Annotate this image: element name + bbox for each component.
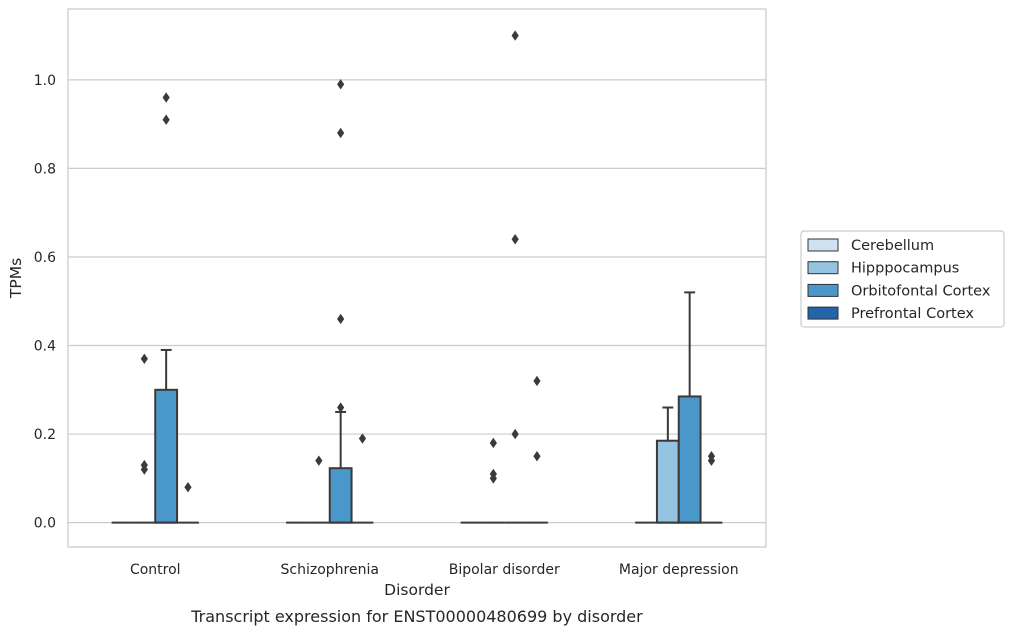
legend: Cerebellum Hipppocampus Orbitofontal Corte… (800, 230, 1005, 328)
box-hipppocampus (655, 406, 680, 524)
y-tick-label: 0.2 (34, 427, 56, 443)
outlier-point (162, 92, 170, 103)
y-axis-ticks: 0.0 0.2 0.4 0.6 0.8 1.0 (34, 73, 56, 532)
x-tick-label: Bipolar disorder (449, 562, 560, 578)
outliers (140, 30, 716, 493)
outlier-point (140, 459, 148, 471)
y-tick-label: 1.0 (34, 73, 56, 89)
outlier-point (140, 353, 148, 365)
chart-caption: Transcript expression for ENST0000048069… (190, 607, 643, 626)
outlier-point (511, 428, 519, 440)
x-tick-label: Schizophrenia (281, 562, 379, 578)
y-axis-label: TPMs (7, 258, 25, 299)
plot-frame (67, 8, 767, 548)
legend-swatch (807, 261, 839, 275)
outlier-point (315, 455, 323, 466)
outlier-point (489, 437, 497, 449)
x-axis-label: Disorder (384, 581, 450, 599)
outlier-point (511, 234, 519, 245)
outlier-point (533, 375, 541, 387)
outlier-point (184, 482, 192, 493)
legend-label: Orbitofontal Cortex (851, 283, 991, 299)
box-body (328, 467, 353, 524)
outlier-point (337, 79, 345, 90)
box-orbitofontal-cortex (154, 348, 179, 524)
legend-swatch (807, 238, 839, 252)
legend-label: Prefrontal Cortex (851, 306, 974, 322)
outlier-point (533, 451, 541, 462)
box-plots (111, 291, 723, 524)
box-orbitofontal-cortex (328, 410, 353, 524)
legend-swatch (807, 306, 839, 320)
y-tick-label: 0.4 (34, 339, 56, 355)
y-tick-label: 0.8 (34, 161, 56, 177)
box-body (154, 388, 179, 524)
outlier-point (337, 313, 345, 325)
outlier-point (337, 127, 345, 139)
legend-label: Hipppocampus (851, 261, 959, 277)
outlier-point (337, 402, 345, 413)
x-axis-ticks: Control Schizophrenia Bipolar disorder Majo… (130, 562, 739, 578)
legend-frame (800, 230, 1005, 328)
legend-label: Cerebellum (851, 238, 934, 254)
y-tick-label: 0.6 (34, 250, 56, 266)
outlier-point (489, 468, 497, 480)
box-body (655, 439, 680, 524)
box-orbitofontal-cortex (677, 291, 702, 524)
outlier-point (162, 114, 170, 125)
outlier-point (358, 433, 367, 444)
box-body (677, 395, 702, 524)
x-tick-label: Control (130, 562, 181, 578)
outlier-point (707, 451, 716, 462)
outlier-point (511, 30, 519, 41)
legend-swatch (807, 283, 839, 297)
y-tick-label: 0.0 (34, 516, 56, 532)
x-tick-label: Major depression (619, 562, 739, 578)
